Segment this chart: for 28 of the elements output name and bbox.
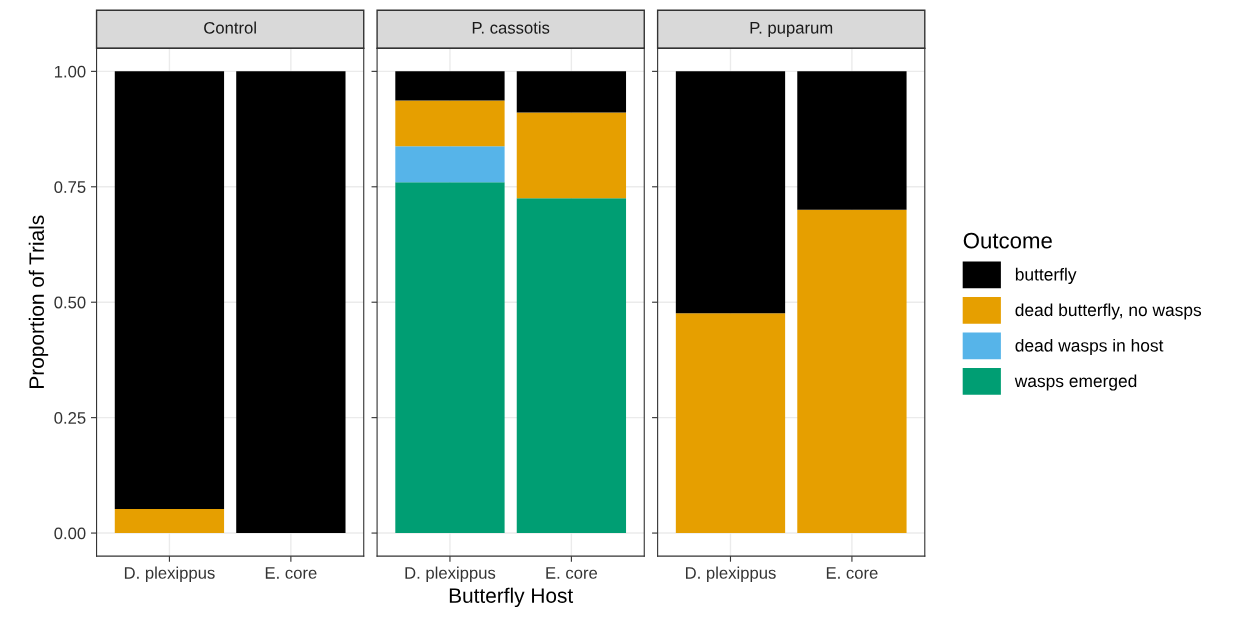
legend-label: dead butterfly, no wasps bbox=[1015, 303, 1202, 320]
bar bbox=[395, 100, 505, 147]
legend-label: butterfly bbox=[1015, 267, 1077, 285]
chart-title: P. cassotis bbox=[472, 21, 550, 34]
bar bbox=[516, 71, 627, 113]
legend-label: wasps emerged bbox=[1014, 374, 1137, 391]
bar bbox=[516, 112, 627, 199]
y-tick-label: 0.25 bbox=[54, 412, 86, 424]
x-tick-label: E. core bbox=[265, 567, 317, 579]
y-axis-title: Proportion of Trials bbox=[28, 215, 49, 388]
x-tick-label: D. plexippus bbox=[124, 566, 215, 583]
chart-title: Control bbox=[204, 21, 256, 34]
legend-label: dead wasps in host bbox=[1015, 338, 1164, 356]
bar bbox=[395, 146, 505, 183]
legend-title: Outcome bbox=[963, 232, 1052, 249]
x-tick-label: E. core bbox=[826, 567, 878, 579]
y-tick-label: 0.75 bbox=[54, 181, 86, 193]
x-tick-label: E. core bbox=[546, 567, 598, 579]
x-tick-label: D. plexippus bbox=[405, 566, 496, 583]
bar bbox=[516, 198, 627, 534]
y-tick-label: 1.00 bbox=[54, 65, 86, 78]
y-tick-label: 0.50 bbox=[54, 296, 86, 309]
chart-title: P. puparum bbox=[750, 22, 833, 37]
x-tick-label: D. plexippus bbox=[685, 566, 776, 583]
bar bbox=[395, 71, 505, 101]
y-tick-label: 0.00 bbox=[54, 527, 86, 540]
bar bbox=[395, 182, 505, 534]
x-axis-title: Butterfly Host bbox=[449, 587, 574, 608]
